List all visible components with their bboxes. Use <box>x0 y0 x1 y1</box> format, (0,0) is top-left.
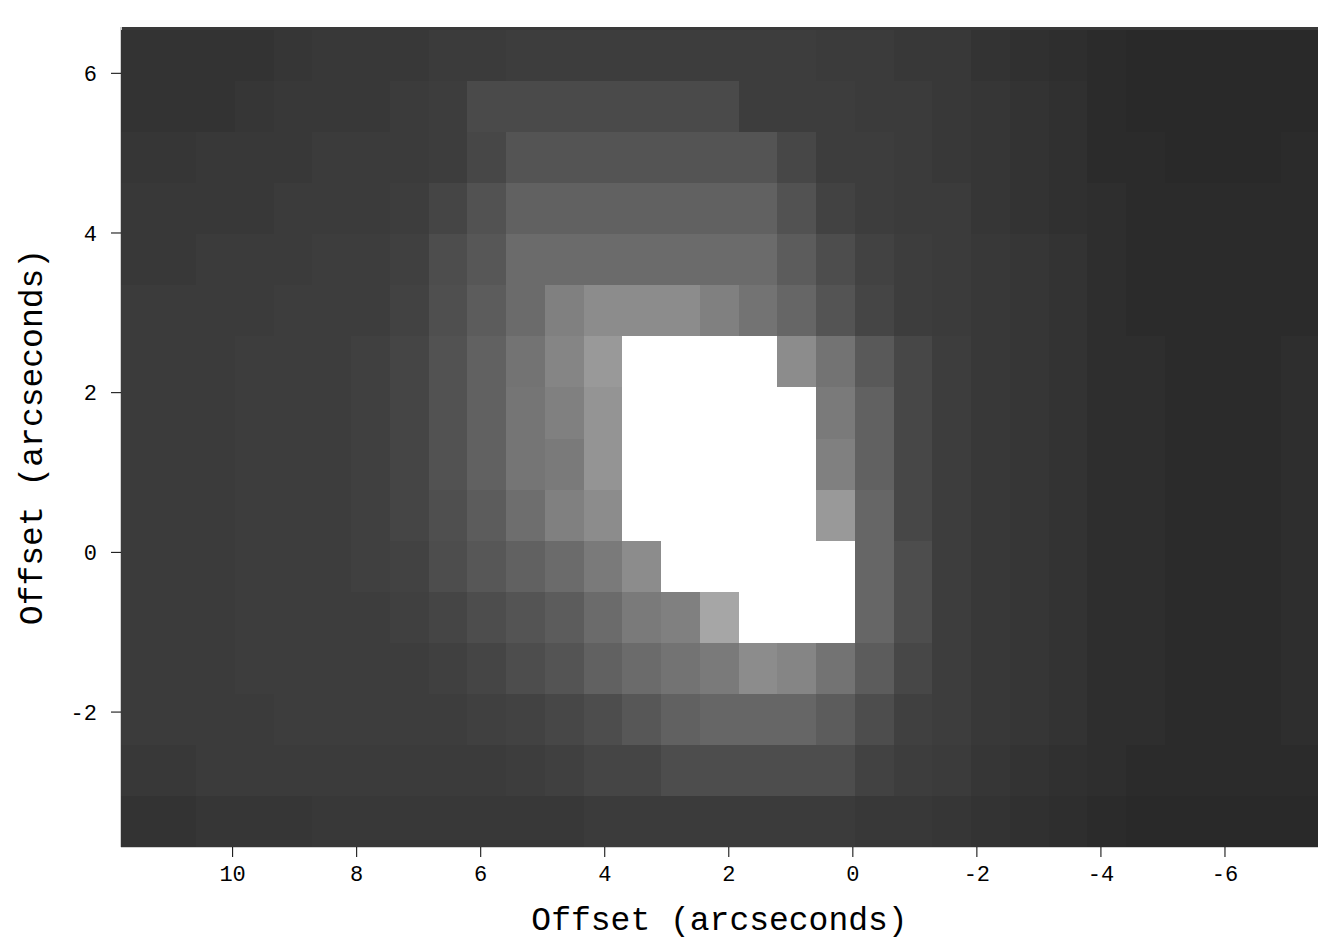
svg-text:2: 2 <box>84 382 97 407</box>
svg-text:0: 0 <box>846 863 859 888</box>
svg-text:-2: -2 <box>964 863 990 888</box>
svg-text:-4: -4 <box>1088 863 1114 888</box>
svg-text:10: 10 <box>219 863 245 888</box>
svg-text:Offset (arcseconds): Offset (arcseconds) <box>15 249 52 625</box>
svg-text:2: 2 <box>722 863 735 888</box>
svg-text:-6: -6 <box>1212 863 1238 888</box>
svg-text:6: 6 <box>474 863 487 888</box>
svg-text:8: 8 <box>350 863 363 888</box>
svg-text:4: 4 <box>598 863 611 888</box>
svg-text:6: 6 <box>84 63 97 88</box>
svg-text:Offset (arcseconds): Offset (arcseconds) <box>531 903 907 940</box>
svg-text:4: 4 <box>84 223 97 248</box>
svg-text:-2: -2 <box>71 702 97 727</box>
svg-text:0: 0 <box>84 542 97 567</box>
